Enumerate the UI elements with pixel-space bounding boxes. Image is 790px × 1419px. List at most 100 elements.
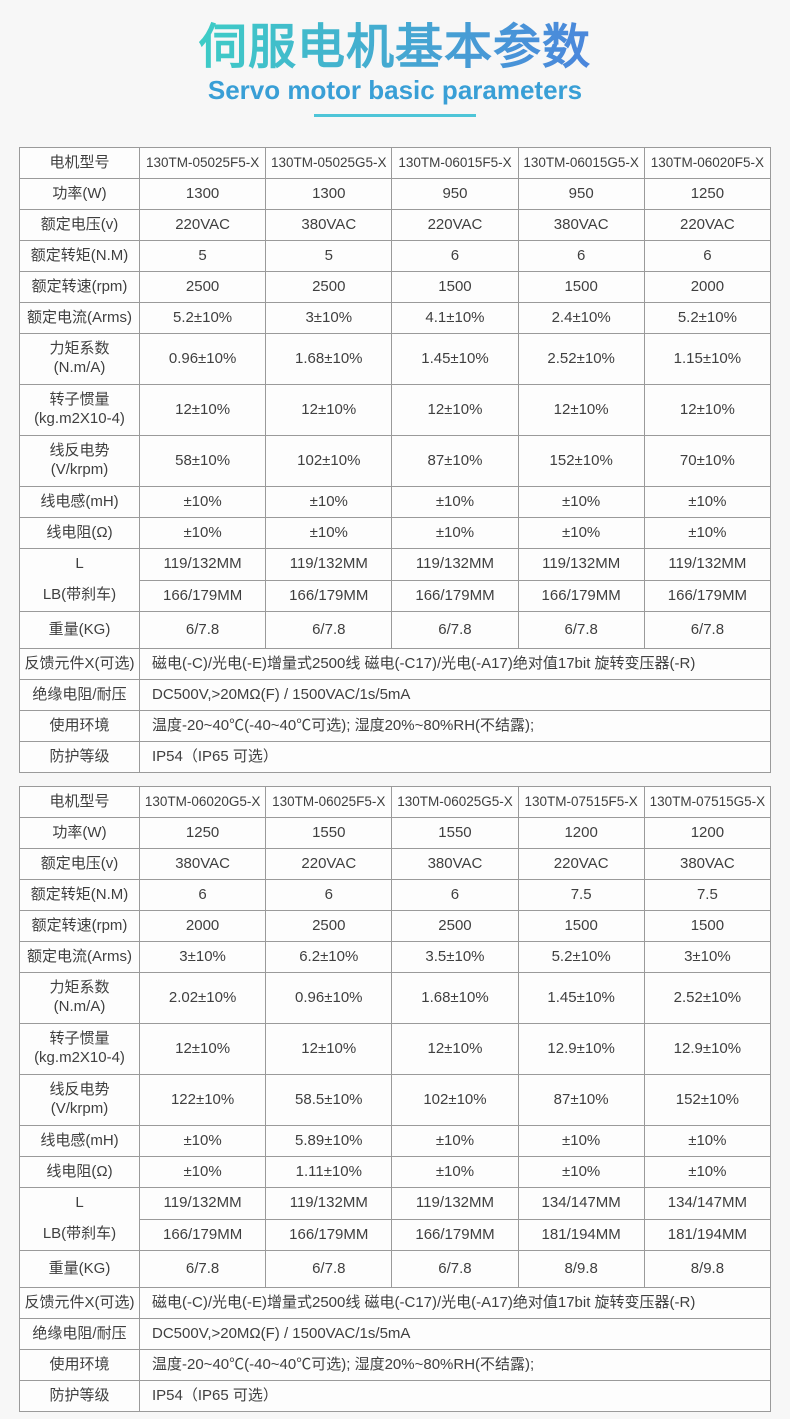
row-label: 线电感(mH) — [19, 1125, 140, 1158]
value-cell: 119/132MM — [138, 548, 267, 581]
value-cell: 1200 — [517, 817, 645, 850]
value-cell: 220VAC — [391, 209, 519, 242]
value-cell: ±10% — [517, 486, 645, 519]
row-label-text: 线反电势 — [49, 442, 110, 460]
page-header: 伺服电机基本参数 Servo motor basic parameters — [0, 0, 790, 118]
value-cell: 166/179MM — [391, 579, 519, 613]
row-label: 转子惯量 (kg.m2X10-4) — [19, 384, 140, 437]
row-label: 电机型号 — [19, 786, 140, 819]
footer-value-cell: IP54（IP65 可选） — [139, 1380, 771, 1413]
value-cell: 166/179MM — [265, 579, 393, 613]
value-cell: 181/194MM — [517, 1218, 645, 1252]
value-cell: 12±10% — [391, 384, 519, 437]
table-row: 额定转速(rpm) 2000 2500 2500 1500 1500 — [19, 910, 772, 943]
row-label: 功率(W) — [19, 178, 140, 211]
value-cell: 6 — [391, 240, 519, 273]
value-cell: 6 — [391, 879, 519, 912]
row-label-text: 线电阻(Ω) — [46, 1162, 113, 1180]
value-cell: 6/7.8 — [643, 611, 772, 650]
value-cell: 3±10% — [643, 941, 772, 974]
row-label: 力矩系数 (N.m/A) — [19, 972, 140, 1025]
value-cell: ±10% — [138, 1156, 267, 1189]
value-cell: 2500 — [391, 910, 519, 943]
model-number-cell: 130TM-06020G5-X — [138, 786, 267, 819]
row-label: 转子惯量 (kg.m2X10-4) — [19, 1023, 140, 1076]
model-number-cell: 130TM-06015G5-X — [517, 147, 645, 180]
row-label-text: (N.m/A) — [53, 998, 106, 1016]
value-cell: 2500 — [138, 271, 267, 304]
model-number-cell: 130TM-07515G5-X — [643, 786, 772, 819]
row-label: 线电感(mH) — [19, 486, 140, 519]
row-label-text: 反馈元件X(可选) — [24, 654, 135, 672]
value-cell: ±10% — [265, 486, 393, 519]
table-row: 额定电压(v) 380VAC 220VAC 380VAC 220VAC 380VAC — [19, 848, 772, 881]
value-cell: 2.02±10% — [138, 972, 267, 1025]
row-label-text: 电机型号 — [49, 792, 110, 810]
row-label-text: 力矩系数 — [49, 979, 110, 997]
row-label: 功率(W) — [19, 817, 140, 850]
value-cell: 119/132MM — [391, 548, 519, 581]
row-label-text: 使用环境 — [49, 716, 110, 734]
row-label: 额定电压(v) — [19, 848, 140, 881]
row-label-text: 绝缘电阻/耐压 — [32, 1324, 127, 1342]
value-cell: 380VAC — [391, 848, 519, 881]
table-row: 额定电流(Arms) 5.2±10% 3±10% 4.1±10% 2.4±10% 5.2±… — [19, 302, 772, 335]
footer-value-cell: 温度-20~40℃(-40~40℃可选); 湿度20%~80%RH(不结露); — [139, 1349, 771, 1382]
row-label: 额定转矩(N.M) — [19, 879, 140, 912]
value-cell: 6/7.8 — [517, 611, 645, 650]
value-cell: ±10% — [643, 486, 772, 519]
value-cell: ±10% — [643, 1156, 772, 1189]
table-row: 额定电流(Arms) 3±10% 6.2±10% 3.5±10% 5.2±10% 3±10… — [19, 941, 772, 974]
table-row: 使用环境 温度-20~40℃(-40~40℃可选); 湿度20%~80%RH(不结… — [19, 710, 771, 743]
value-cell: 1500 — [643, 910, 772, 943]
value-cell: 8/9.8 — [517, 1250, 645, 1289]
value-cell: 6 — [265, 879, 393, 912]
value-cell: ±10% — [391, 1156, 519, 1189]
value-cell: 6 — [138, 879, 267, 912]
row-label-text: (V/krpm) — [50, 461, 109, 479]
value-cell: ±10% — [138, 1125, 267, 1158]
footer-value-cell: DC500V,>20MΩ(F) / 1500VAC/1s/5mA — [139, 1318, 771, 1351]
row-label: 反馈元件X(可选) — [19, 1287, 140, 1320]
value-cell: 12±10% — [265, 1023, 393, 1076]
table-row: 线反电势 (V/krpm) 58±10% 102±10% 87±10% 152±10% 70… — [19, 435, 772, 488]
value-cell: 1.11±10% — [265, 1156, 393, 1189]
row-label-text: 额定电流(Arms) — [27, 308, 132, 326]
table-row: 转子惯量 (kg.m2X10-4) 12±10% 12±10% 12±10% 12.9±1… — [19, 1023, 772, 1076]
row-label-text: 线电感(mH) — [40, 492, 119, 510]
row-label-text: 重量(KG) — [48, 1259, 111, 1277]
value-cell: 380VAC — [265, 209, 393, 242]
row-label: L LB(带刹车) — [19, 548, 140, 613]
row-label-text: (kg.m2X10-4) — [34, 410, 125, 428]
row-label-text: 功率(W) — [52, 823, 107, 841]
row-label-text: 转子惯量 — [49, 1030, 110, 1048]
table-row: 转子惯量 (kg.m2X10-4) 12±10% 12±10% 12±10% 12±10%… — [19, 384, 772, 437]
value-cell: 1500 — [517, 910, 645, 943]
value-cell: 2.4±10% — [517, 302, 645, 335]
footer-value-cell: 温度-20~40℃(-40~40℃可选); 湿度20%~80%RH(不结露); — [139, 710, 771, 743]
value-cell: ±10% — [391, 486, 519, 519]
row-label: 额定电流(Arms) — [19, 941, 140, 974]
value-cell: 58.5±10% — [265, 1074, 393, 1127]
value-cell: 5.2±10% — [643, 302, 772, 335]
table-row: 绝缘电阻/耐压 DC500V,>20MΩ(F) / 1500VAC/1s/5mA — [19, 679, 771, 712]
spec-table-1-body: 电机型号 130TM-05025F5-X 130TM-05025G5-X 130TM-… — [19, 147, 772, 774]
spec-table-2-body: 电机型号 130TM-06020G5-X 130TM-06025F5-X 130TM-… — [19, 786, 772, 1413]
table-row: 电机型号 130TM-05025F5-X 130TM-05025G5-X 130TM-… — [19, 147, 772, 180]
value-cell: 380VAC — [517, 209, 645, 242]
model-number-cell: 130TM-06025G5-X — [391, 786, 519, 819]
value-cell: 6/7.8 — [265, 611, 393, 650]
row-label-text: 线电感(mH) — [40, 1131, 119, 1149]
value-cell: 220VAC — [138, 209, 267, 242]
row-label: 线电阻(Ω) — [19, 517, 140, 550]
value-cell: 12±10% — [517, 384, 645, 437]
value-cell: 1.15±10% — [643, 333, 772, 386]
row-label: 额定电压(v) — [19, 209, 140, 242]
value-cell: 380VAC — [138, 848, 267, 881]
model-number-cell: 130TM-07515F5-X — [517, 786, 645, 819]
table-row: 电机型号 130TM-06020G5-X 130TM-06025F5-X 130TM-… — [19, 786, 772, 819]
row-label-text: (N.m/A) — [53, 359, 106, 377]
value-cell: 1300 — [265, 178, 393, 211]
value-cell: 2000 — [138, 910, 267, 943]
value-cell: 1.45±10% — [391, 333, 519, 386]
